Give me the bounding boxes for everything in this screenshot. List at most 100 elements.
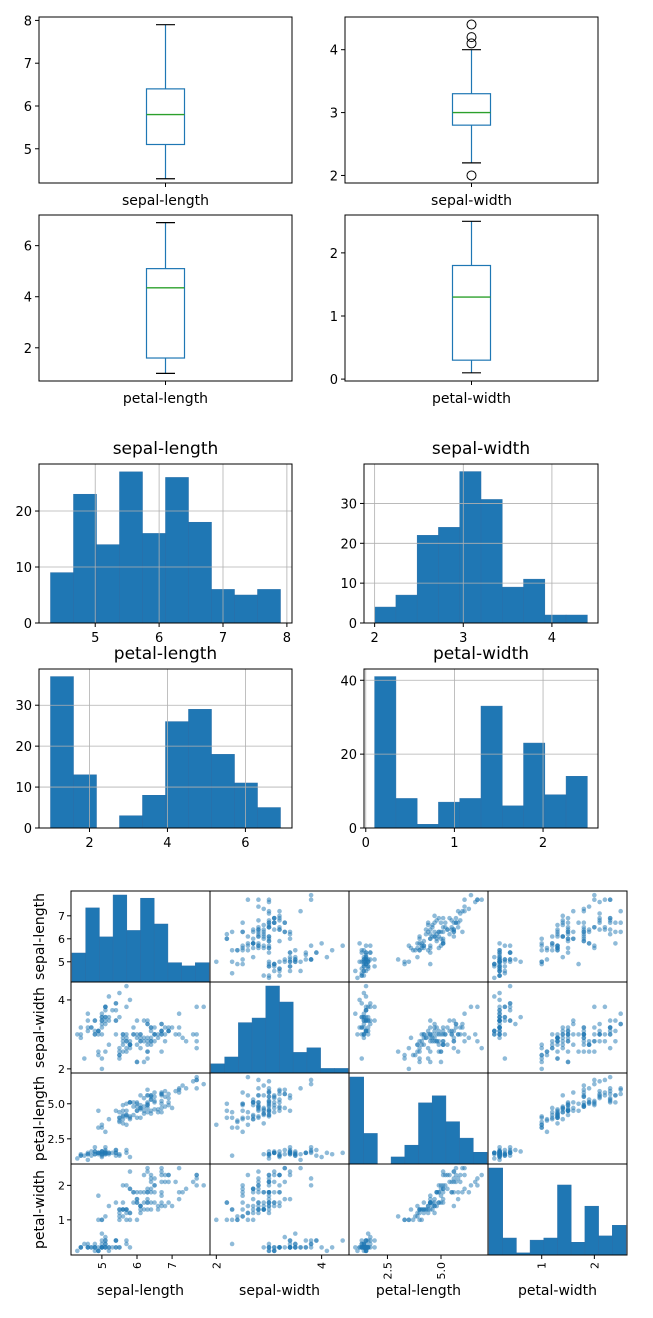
scatter-point [539, 1056, 545, 1061]
scatter-point [134, 1042, 140, 1048]
scatter-point [103, 1149, 108, 1154]
scatter-point [419, 943, 425, 948]
scatter-point [145, 1207, 150, 1212]
scatter-point [282, 929, 288, 935]
scatter-point [455, 1189, 461, 1195]
scatter-point [468, 1004, 474, 1010]
scatter-point [462, 897, 467, 903]
scatter-point [592, 1081, 597, 1087]
scatter-point [134, 1018, 140, 1023]
scatter-point [355, 1248, 360, 1254]
scatter-point [148, 1035, 154, 1041]
scatter-point [292, 1241, 298, 1247]
scatter-point [453, 1021, 459, 1027]
scatter-point [372, 1238, 377, 1243]
scatter-point [240, 1214, 245, 1219]
scatter-point [438, 929, 444, 935]
matrix-y-tick-label: 2 [58, 1179, 65, 1192]
scatter-point [99, 1151, 105, 1157]
scatter-point [372, 964, 377, 969]
scatter-point [442, 925, 448, 930]
scatter-point [440, 1038, 446, 1044]
scatter-point [479, 1045, 484, 1051]
scatter-point [597, 927, 602, 932]
scatter-point [134, 1115, 140, 1121]
histogram-bar [565, 776, 588, 829]
scatter-point [425, 947, 431, 953]
scatter-point [560, 922, 566, 928]
scatter-point [570, 929, 576, 935]
scatter-point [113, 1001, 119, 1006]
scatter-point [240, 1200, 245, 1205]
scatter-point [148, 1189, 154, 1195]
matrix-cell-sepal-length-vs-petal-length [348, 890, 489, 983]
scatter-point [89, 1149, 94, 1154]
scatter-point [415, 1203, 420, 1209]
scatter-point [106, 1042, 112, 1048]
diagonal-histogram-bar [473, 1151, 488, 1165]
scatter-point [613, 941, 618, 946]
scatter-point [618, 1021, 623, 1027]
scatter-point [266, 1183, 272, 1188]
matrix-x-tick-label: 6 [131, 1262, 144, 1269]
scatter-point [497, 1025, 502, 1030]
histogram-bar [480, 499, 503, 624]
scatter-point [240, 943, 245, 948]
scatter-point [438, 920, 444, 926]
histogram-bar [142, 795, 166, 829]
matrix-cell-sepal-width-vs-petal-length [348, 981, 489, 1074]
scatter-point [261, 1083, 267, 1088]
scatter-point [235, 961, 240, 967]
scatter-point [245, 1074, 251, 1080]
scatter-point [472, 1179, 478, 1185]
scatter-point [266, 1172, 272, 1178]
scatter-point [138, 1093, 143, 1098]
scatter-point [169, 1025, 175, 1030]
scatter-point [581, 927, 587, 932]
diagonal-histogram-bar [167, 962, 182, 983]
scatter-point [148, 1176, 154, 1181]
scatter-point [432, 1196, 437, 1202]
scatter-point [277, 1189, 282, 1195]
scatter-point [266, 1104, 272, 1109]
scatter-point [432, 1021, 437, 1027]
matrix-x-tick-label: 2 [588, 1262, 601, 1269]
scatter-point [277, 918, 282, 923]
y-tick-label: 3 [330, 107, 338, 122]
scatter-point [75, 1248, 80, 1254]
scatter-point [438, 1049, 444, 1054]
scatter-point [152, 1094, 157, 1100]
scatter-point [592, 897, 597, 903]
scatter-point [581, 1025, 587, 1030]
scatter-point [440, 1196, 446, 1202]
axes-frame [363, 668, 599, 829]
scatter-point [560, 913, 566, 919]
scatter-point [106, 1150, 112, 1156]
scatter-point [159, 1105, 164, 1111]
scatter-point [134, 1200, 140, 1205]
scatter-point [92, 1151, 98, 1157]
scatter-point [245, 1115, 251, 1121]
scatter-point [445, 1042, 450, 1048]
scatter-point [539, 1114, 545, 1119]
scatter-point [359, 947, 365, 953]
scatter-point [581, 1083, 587, 1088]
scatter-point [99, 1011, 105, 1017]
y-tick-label: 5 [24, 143, 32, 158]
scatter-point [417, 947, 422, 953]
scatter-point [266, 908, 272, 914]
scatter-point [613, 1093, 618, 1098]
outlier-point [466, 32, 477, 43]
matrix-x-tick-label: 4 [316, 1262, 329, 1269]
scatter-point [539, 1066, 545, 1072]
scatter-point [159, 1049, 164, 1054]
scatter-point [78, 1035, 84, 1041]
scatter-point [159, 1193, 164, 1199]
scatter-point [555, 922, 560, 928]
scatter-point [565, 925, 571, 930]
scatter-point [361, 1032, 367, 1037]
matrix-cell-petal-length-vs-petal-width [487, 1072, 628, 1165]
scatter-point [365, 1231, 371, 1236]
scatter-point [141, 1035, 147, 1041]
scatter-point [365, 1025, 371, 1030]
